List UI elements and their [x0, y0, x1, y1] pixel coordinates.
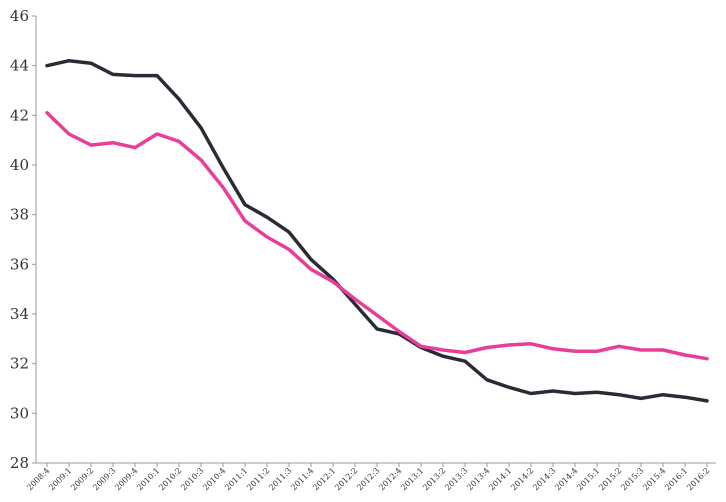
x-tick-label: 2014:3: [531, 466, 557, 492]
x-tick-label: 2011:2: [245, 466, 271, 492]
x-tick-label: 2012:2: [333, 466, 359, 492]
x-tick-label: 2009:4: [113, 466, 139, 492]
x-tick-label: 2008:4: [25, 466, 51, 492]
y-tick-label: 30: [10, 404, 29, 422]
y-tick-label: 34: [10, 305, 29, 323]
x-tick-label: 2015:4: [641, 466, 667, 492]
x-tick-label: 2012:3: [355, 466, 381, 492]
x-tick-label: 2013:3: [443, 466, 469, 492]
x-tick-label: 2009:3: [91, 466, 117, 492]
series-layer: [45, 58, 709, 403]
series-line-1: [45, 58, 709, 403]
y-tick-label: 28: [10, 454, 29, 472]
x-tick-label: 2012:1: [311, 466, 337, 492]
x-tick-label: 2012:4: [377, 466, 403, 492]
y-axis-ticks: 28 30 32 34 36 38 40 42 44 46: [10, 7, 36, 472]
x-tick-label: 2010:3: [179, 466, 205, 492]
y-tick-label: 44: [10, 57, 29, 75]
x-tick-label: 2011:4: [289, 466, 315, 492]
series-line-2: [45, 111, 709, 361]
y-tick-label: 46: [10, 7, 29, 25]
x-tick-label: 2016:1: [663, 466, 689, 492]
x-tick-label: 2009:2: [69, 466, 95, 492]
x-tick-label: 2013:1: [399, 466, 425, 492]
x-axis-ticks: 2008:42009:12009:22009:32009:42010:12010…: [25, 463, 711, 492]
x-tick-label: 2013:4: [465, 466, 491, 492]
y-tick-label: 36: [10, 255, 29, 273]
x-tick-label: 2011:3: [267, 466, 293, 492]
y-tick-label: 40: [10, 156, 29, 174]
x-tick-label: 2014:4: [553, 466, 579, 492]
x-tick-label: 2015:1: [575, 466, 601, 492]
x-tick-label: 2014:1: [487, 466, 513, 492]
x-tick-label: 2010:4: [201, 466, 227, 492]
y-tick-label: 32: [10, 355, 29, 373]
x-tick-label: 2010:2: [157, 466, 183, 492]
x-tick-label: 2014:2: [509, 466, 535, 492]
x-tick-label: 2013:2: [421, 466, 447, 492]
y-tick-label: 38: [10, 206, 29, 224]
x-tick-label: 2010:1: [135, 466, 161, 492]
x-tick-label: 2011:1: [223, 466, 249, 492]
y-tick-label: 42: [10, 106, 29, 124]
x-tick-label: 2016:2: [685, 466, 711, 492]
x-tick-label: 2009:1: [47, 466, 73, 492]
x-tick-label: 2015:3: [619, 466, 645, 492]
x-tick-label: 2015:2: [597, 466, 623, 492]
